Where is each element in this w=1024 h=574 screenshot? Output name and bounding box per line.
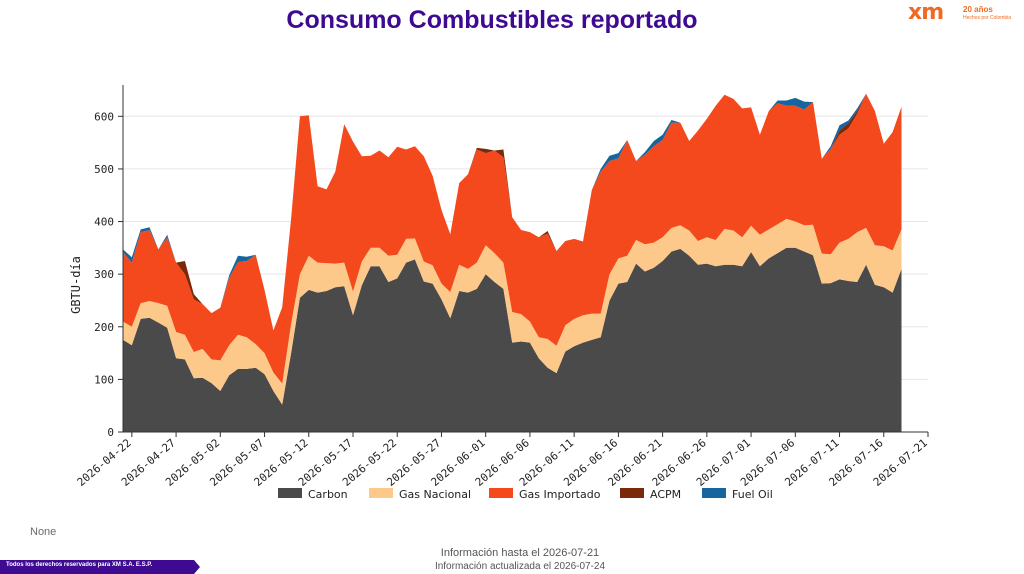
- y-axis-label: GBTU-día: [69, 256, 83, 314]
- info-hasta: Información hasta el 2026-07-21: [440, 547, 600, 559]
- logo-tagline: 20 años: [963, 5, 993, 14]
- legend-label: Carbon: [308, 488, 348, 501]
- footer-rights-text: Todos los derechos reservados para XM S.…: [6, 562, 153, 568]
- y-tick-label: 400: [94, 216, 114, 229]
- legend-label: Gas Importado: [519, 488, 601, 501]
- stacked-areas: [123, 93, 902, 432]
- xm-logo: xm 20 años Hechos por Colombia: [908, 0, 1024, 28]
- footer-band: Todos los derechos reservados para XM S.…: [0, 560, 200, 574]
- page-title: Consumo Combustibles reportado: [286, 6, 698, 34]
- legend-swatch: [489, 488, 513, 498]
- legend-swatch: [702, 488, 726, 498]
- y-tick-label: 100: [94, 373, 114, 386]
- y-tick-label: 500: [94, 163, 114, 176]
- legend-label: Gas Nacional: [399, 488, 471, 501]
- y-tick-label: 600: [94, 110, 114, 123]
- legend-swatch: [369, 488, 393, 498]
- y-tick-label: 0: [107, 426, 114, 439]
- fuel-consumption-chart: 01002003004005006002026-04-222026-04-272…: [69, 85, 930, 501]
- area-gas-nacional: [123, 218, 902, 405]
- legend: Carbon Gas Nacional Gas Importado ACPM Fuel …: [278, 488, 773, 501]
- legend-label: ACPM: [650, 488, 681, 501]
- y-tick-label: 200: [94, 321, 114, 334]
- area-gas-importado: [123, 93, 902, 384]
- area-carbon: [123, 247, 902, 432]
- legend-swatch: [278, 488, 302, 498]
- logo-subtagline: Hechos por Colombia: [963, 15, 1012, 21]
- logo-mark: xm: [908, 0, 944, 25]
- legend-swatch: [620, 488, 644, 498]
- legend-label: Fuel Oil: [732, 488, 773, 501]
- y-tick-label: 300: [94, 268, 114, 281]
- info-actualizada: Información actualizada el 2026-07-24: [434, 561, 606, 572]
- none-label: None: [30, 526, 57, 538]
